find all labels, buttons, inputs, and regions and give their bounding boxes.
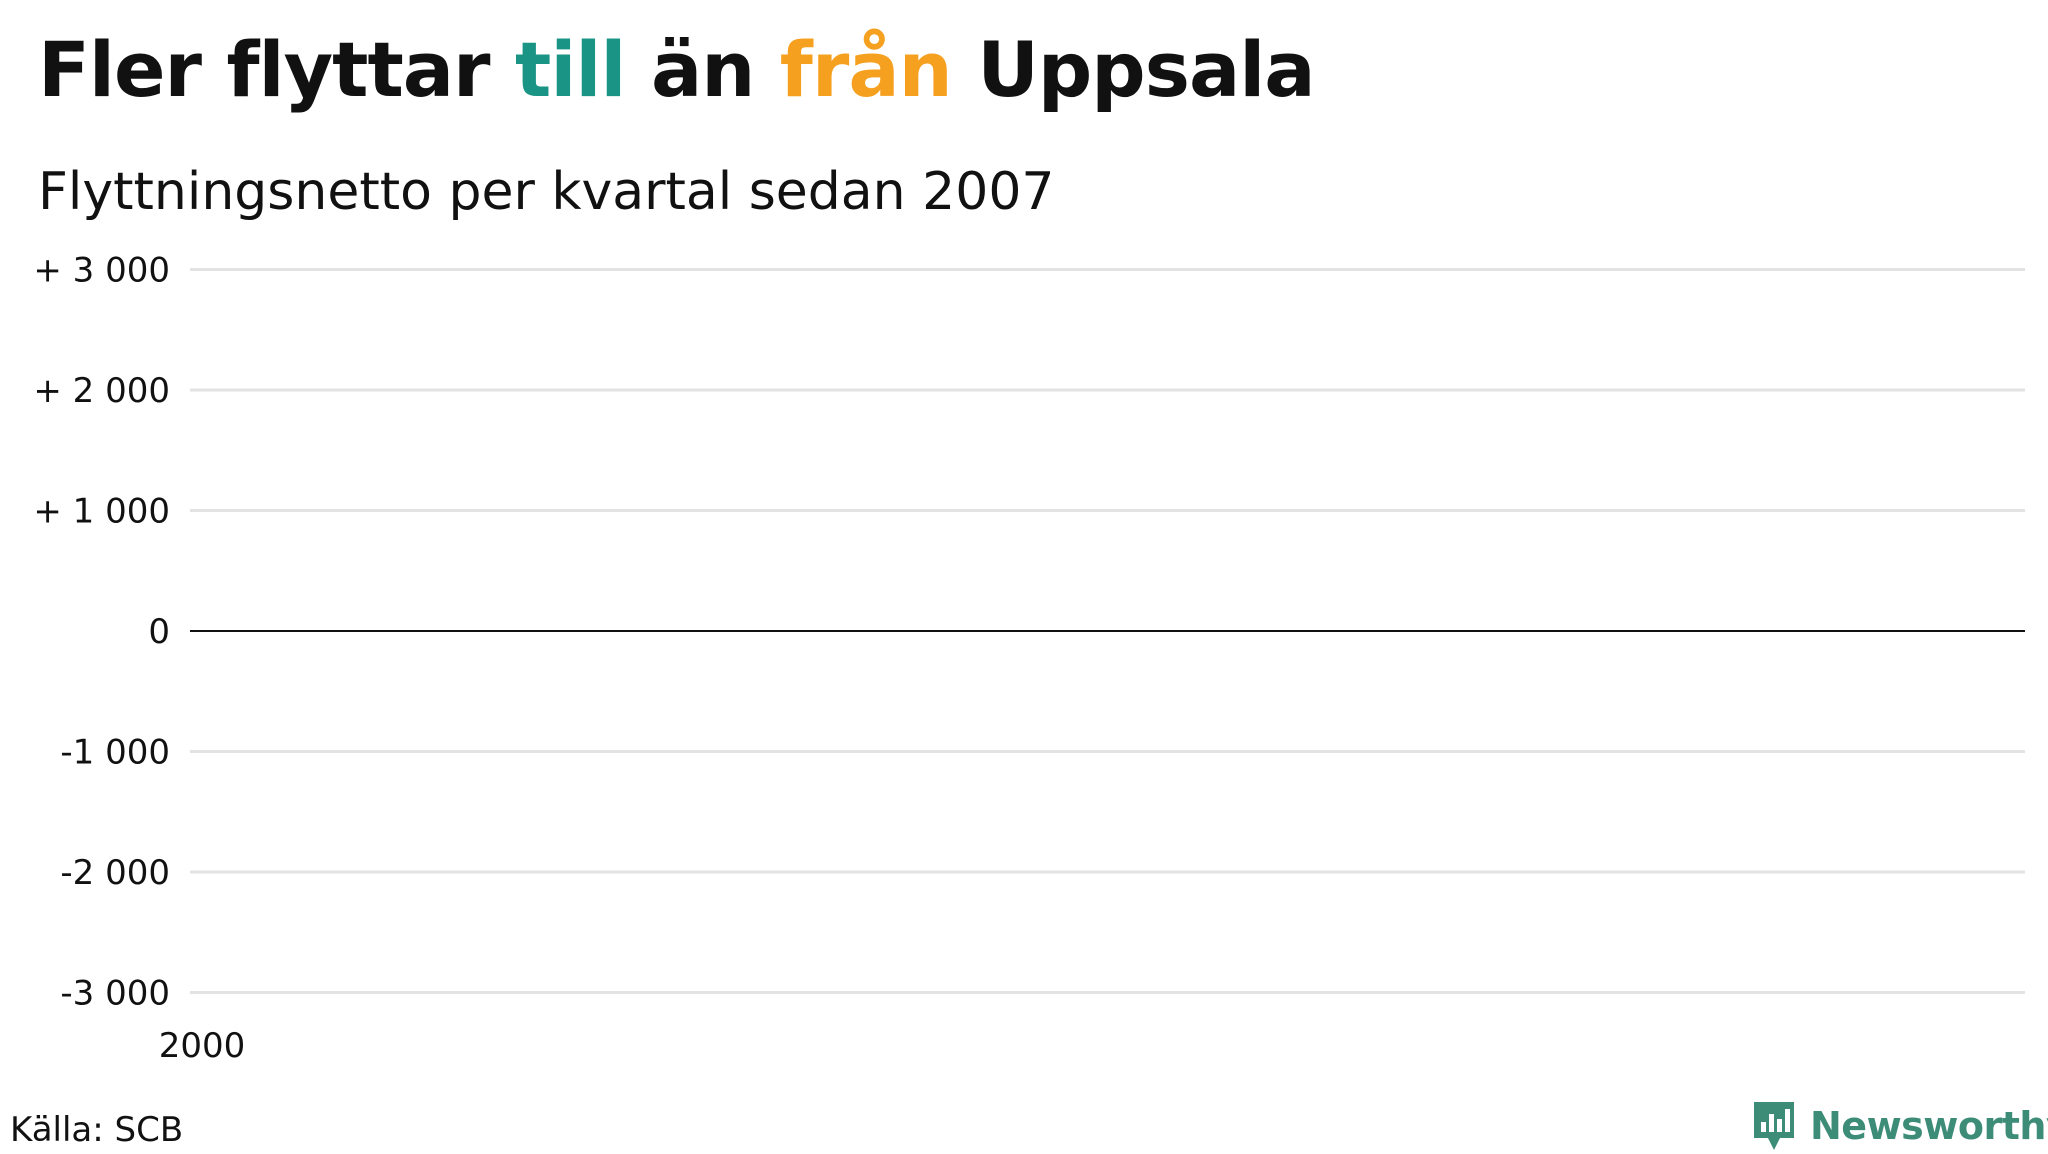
y-tick-label: + 1 000 bbox=[33, 492, 170, 532]
source-note: Källa: SCB bbox=[10, 1110, 184, 1150]
y-tick-label: -2 000 bbox=[60, 853, 170, 893]
title-part-fran: från bbox=[779, 25, 953, 114]
y-tick-label: + 2 000 bbox=[33, 371, 170, 411]
chart-title: Fler flyttar till än från Uppsala bbox=[38, 22, 1316, 118]
title-part-till: till bbox=[515, 25, 626, 114]
title-part-4: Uppsala bbox=[951, 25, 1315, 114]
bar-chart-icon bbox=[1754, 1102, 1794, 1150]
y-axis-ticks: + 3 000 + 2 000 + 1 000 0 -1 000 -2 000 -3 000 bbox=[33, 251, 170, 1014]
y-tick-label: -3 000 bbox=[60, 974, 170, 1014]
title-part-2: än bbox=[625, 25, 780, 114]
x-axis-ticks: 20002005201020152020 bbox=[159, 1026, 246, 1066]
brand-logo: Newsworthy bbox=[1750, 1098, 2048, 1154]
brand-name: Newsworthy bbox=[1810, 1104, 2048, 1148]
chart-subtitle: Flyttningsnetto per kvartal sedan 2007 bbox=[38, 162, 1055, 222]
y-tick-label: -1 000 bbox=[60, 733, 170, 773]
title-part-0: Fler flyttar bbox=[38, 25, 515, 114]
y-tick-label: + 3 000 bbox=[33, 251, 170, 291]
gridlines bbox=[190, 268, 2025, 994]
x-tick-label: 2000 bbox=[159, 1026, 246, 1066]
y-tick-label: 0 bbox=[148, 612, 170, 652]
